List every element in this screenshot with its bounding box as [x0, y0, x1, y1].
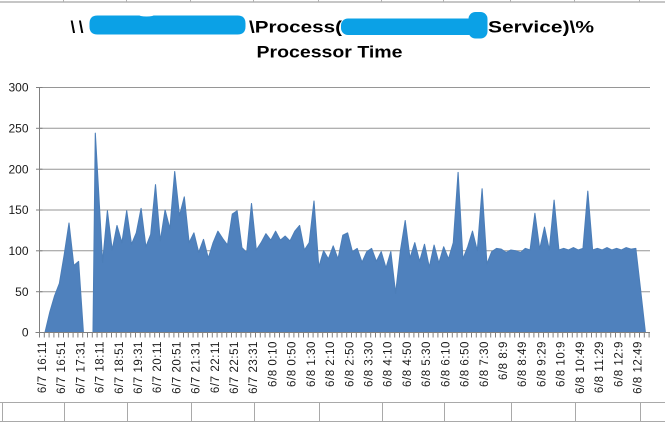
- svg-text:6/7 23:31: 6/7 23:31: [248, 341, 260, 394]
- svg-text:6/8 3:30: 6/8 3:30: [364, 341, 376, 387]
- svg-text:6/8 0:50: 6/8 0:50: [287, 341, 299, 387]
- svg-text:6/8 6:10: 6/8 6:10: [440, 341, 452, 387]
- svg-text:100: 100: [8, 244, 28, 258]
- svg-text:Service)\%: Service)\%: [488, 18, 594, 37]
- svg-text:6/8 12:9: 6/8 12:9: [613, 341, 625, 387]
- svg-text:6/7 18:11: 6/7 18:11: [95, 341, 107, 393]
- svg-text:6/8 2:50: 6/8 2:50: [344, 341, 356, 387]
- svg-text:6/8 0:10: 6/8 0:10: [268, 341, 280, 387]
- svg-text:\Process(: \Process(: [249, 18, 342, 37]
- svg-text:6/7 16:51: 6/7 16:51: [56, 341, 68, 394]
- svg-text:150: 150: [8, 203, 28, 217]
- svg-text:6/8 4:50: 6/8 4:50: [402, 341, 414, 387]
- svg-text:6/7 22:51: 6/7 22:51: [229, 341, 241, 394]
- svg-text:6/7 17:31: 6/7 17:31: [75, 341, 87, 394]
- svg-text:200: 200: [8, 162, 28, 176]
- svg-text:6/8 9:29: 6/8 9:29: [536, 341, 548, 387]
- svg-text:300: 300: [8, 81, 28, 95]
- svg-text:6/8 5:30: 6/8 5:30: [421, 341, 433, 387]
- svg-text:Processor Time: Processor Time: [257, 43, 403, 62]
- svg-text:6/8 6:50: 6/8 6:50: [460, 341, 472, 387]
- svg-text:6/8 10:9: 6/8 10:9: [556, 341, 568, 387]
- svg-text:0: 0: [22, 326, 29, 340]
- svg-text:\: \: [71, 18, 76, 37]
- svg-text:6/8 4:10: 6/8 4:10: [383, 341, 395, 387]
- svg-text:6/7 20:11: 6/7 20:11: [152, 341, 164, 393]
- svg-text:6/7 21:31: 6/7 21:31: [191, 341, 203, 394]
- svg-text:50: 50: [15, 285, 29, 299]
- svg-text:6/8 12:49: 6/8 12:49: [633, 341, 645, 394]
- svg-text:6/8 7:30: 6/8 7:30: [479, 341, 491, 387]
- svg-text:6/7 16:11: 6/7 16:11: [37, 341, 49, 393]
- svg-text:6/7 18:51: 6/7 18:51: [114, 341, 126, 394]
- svg-text:6/8 11:29: 6/8 11:29: [594, 341, 606, 393]
- svg-text:6/8 1:30: 6/8 1:30: [306, 341, 318, 387]
- svg-text:6/8 8:9: 6/8 8:9: [498, 341, 510, 380]
- svg-text:6/7 19:31: 6/7 19:31: [133, 341, 145, 394]
- svg-text:6/8 10:49: 6/8 10:49: [575, 341, 587, 394]
- svg-text:250: 250: [8, 121, 28, 135]
- svg-text:6/7 20:51: 6/7 20:51: [171, 341, 183, 394]
- svg-text:6/8 8:49: 6/8 8:49: [517, 341, 529, 387]
- svg-text:\: \: [79, 18, 84, 37]
- svg-text:6/7 22:11: 6/7 22:11: [210, 341, 222, 393]
- svg-text:6/8 2:10: 6/8 2:10: [325, 341, 337, 387]
